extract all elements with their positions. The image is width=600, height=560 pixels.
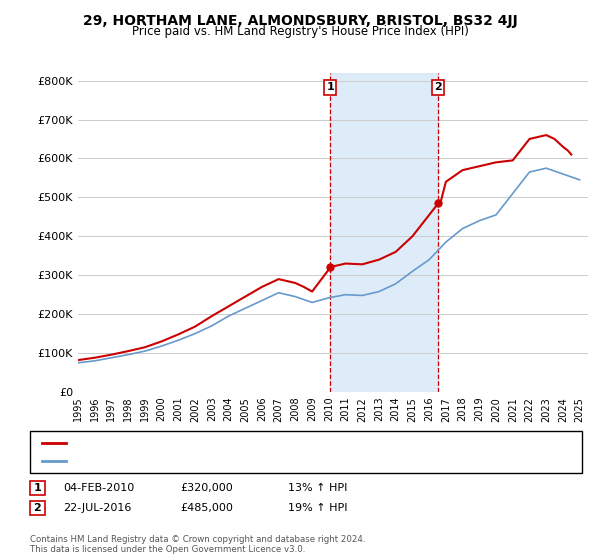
Text: 2: 2 [434,82,442,92]
Text: £485,000: £485,000 [180,503,233,513]
Text: 04-FEB-2010: 04-FEB-2010 [63,483,134,493]
Text: 13% ↑ HPI: 13% ↑ HPI [288,483,347,493]
Text: 2: 2 [34,503,41,513]
Text: 29, HORTHAM LANE, ALMONDSBURY, BRISTOL, BS32 4JJ (detached house): 29, HORTHAM LANE, ALMONDSBURY, BRISTOL, … [72,438,404,447]
Text: £320,000: £320,000 [180,483,233,493]
Text: Contains HM Land Registry data © Crown copyright and database right 2024.
This d: Contains HM Land Registry data © Crown c… [30,535,365,554]
Text: 19% ↑ HPI: 19% ↑ HPI [288,503,347,513]
Text: 29, HORTHAM LANE, ALMONDSBURY, BRISTOL, BS32 4JJ: 29, HORTHAM LANE, ALMONDSBURY, BRISTOL, … [83,14,517,28]
Text: Price paid vs. HM Land Registry's House Price Index (HPI): Price paid vs. HM Land Registry's House … [131,25,469,38]
Text: HPI: Average price, detached house, South Gloucestershire: HPI: Average price, detached house, Sout… [72,457,340,466]
Bar [331,73,439,392]
Text: 1: 1 [34,483,41,493]
Text: 1: 1 [326,82,334,92]
Text: 22-JUL-2016: 22-JUL-2016 [63,503,131,513]
